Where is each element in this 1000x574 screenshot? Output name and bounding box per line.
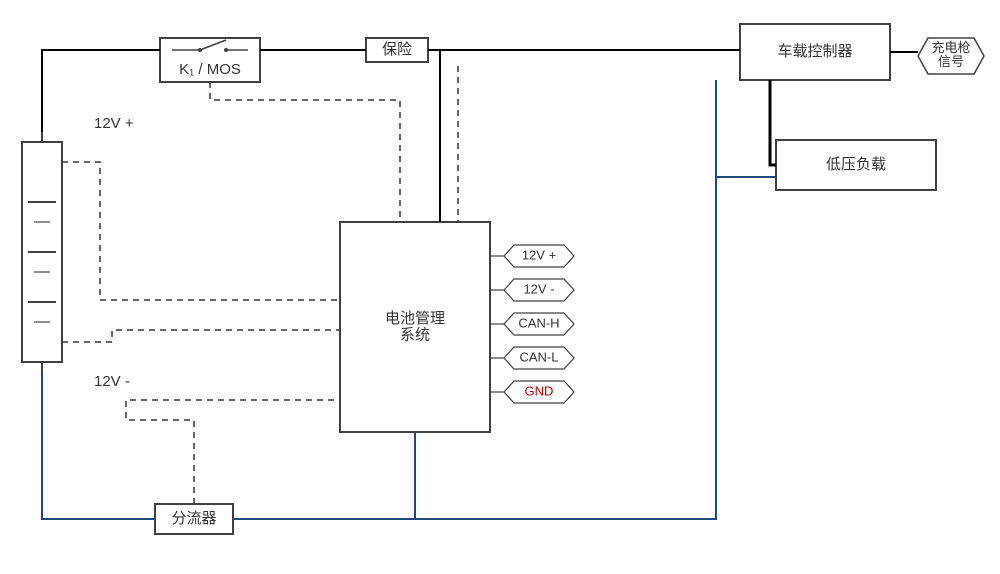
svg-text:低压负载: 低压负载 bbox=[826, 156, 886, 173]
svg-text:分流器: 分流器 bbox=[171, 510, 216, 527]
svg-text:保险: 保险 bbox=[382, 41, 412, 58]
svg-text:充电枪信号: 充电枪信号 bbox=[931, 40, 970, 69]
svg-text:GND: GND bbox=[525, 383, 554, 398]
svg-text:12V -: 12V - bbox=[523, 281, 554, 296]
svg-text:CAN-H: CAN-H bbox=[518, 315, 559, 330]
svg-text:CAN-L: CAN-L bbox=[519, 349, 558, 364]
block-diagram: 12V + 12V - K₁ / MOS 保险 车载控制器低压负载电池管理系统分流器 充电… bbox=[0, 0, 1000, 574]
svg-text:12V +: 12V + bbox=[522, 247, 556, 262]
svg-text:K₁ / MOS: K₁ / MOS bbox=[179, 61, 241, 78]
svg-text:电池管理系统: 电池管理系统 bbox=[385, 310, 445, 344]
svg-text:12V +: 12V + bbox=[94, 115, 134, 132]
svg-text:车载控制器: 车载控制器 bbox=[777, 43, 852, 60]
svg-text:12V -: 12V - bbox=[94, 373, 130, 390]
